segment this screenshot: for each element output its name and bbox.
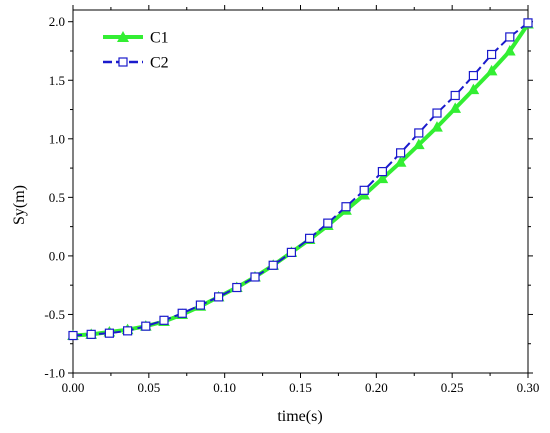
y-tick-label: -1.0 [44,366,65,381]
data-point-c2 [86,329,96,339]
data-point-c1 [376,172,389,184]
plot-border [72,9,529,374]
data-point-c2 [68,330,78,341]
data-point-c2 [377,166,387,177]
data-point-c2 [505,32,515,42]
data-point-c2 [214,292,224,302]
x-tick-label: 0.25 [441,380,464,395]
legend-item-c1: C1 [103,30,169,47]
data-point-c2 [396,148,406,158]
x-tick-label: 0.30 [517,380,540,395]
series-c1 [67,18,534,341]
legend-item-c2: C2 [103,55,169,72]
legend-label: C2 [150,55,169,72]
y-axis-ticks: -1.0 -0.5 0.0 0.5 1.0 1.5 2.0 [44,14,533,381]
y-tick-label: 2.0 [49,14,65,29]
legend-marker [117,31,129,42]
data-point-c2 [487,49,497,60]
x-tick-label: 0.05 [137,380,160,395]
legend-marker [118,57,128,67]
data-point-c2 [177,308,187,318]
data-point-c2 [268,260,278,270]
series-c2 [68,18,533,341]
data-point-c2 [104,328,115,338]
series-line-c2 [72,22,529,337]
data-point-c2 [141,321,151,331]
data-point-c2 [414,128,424,138]
y-tick-label: 1.0 [49,131,65,146]
legend-label: C1 [150,30,169,47]
data-point-c2 [305,233,315,243]
data-point-c2 [341,202,351,212]
data-point-c2 [323,218,333,228]
data-point-c2 [122,326,133,336]
series-line-c1 [72,22,530,338]
data-point-c2 [468,70,478,81]
y-tick-label: -0.5 [44,307,65,322]
x-axis-ticks: 0.00 0.05 0.10 0.15 0.20 0.25 0.30 [62,5,540,395]
data-point-c2 [450,90,460,101]
x-tick-label: 0.00 [62,380,85,395]
data-point-c2 [432,108,442,118]
y-tick-label: 0.0 [49,248,65,263]
x-tick-label: 0.15 [289,380,312,395]
x-axis-title: time(s) [277,408,322,425]
x-tick-label: 0.10 [213,380,236,395]
data-point-c2 [195,300,205,310]
x-tick-label: 0.20 [365,380,388,395]
data-point-c1 [431,121,443,132]
data-point-c1 [503,44,516,56]
data-point-c1 [394,156,407,167]
data-point-c2 [359,185,369,195]
data-point-c1 [467,83,480,95]
data-point-c2 [250,272,260,282]
y-axis-title: Sy(m) [11,185,28,225]
y-tick-label: 1.5 [49,73,65,88]
data-point-c2 [286,247,296,257]
data-point-c1 [485,64,498,76]
data-point-c2 [523,18,533,28]
plot-frame [72,9,529,374]
data-point-c1 [412,138,425,150]
data-point-c2 [232,282,242,293]
data-point-c2 [159,315,169,325]
data-point-c1 [449,102,462,113]
series-layer [67,18,534,341]
y-tick-label: 0.5 [49,190,65,205]
